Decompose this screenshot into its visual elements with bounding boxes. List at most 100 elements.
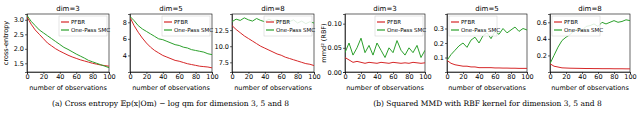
series-line bbox=[550, 64, 630, 69]
subplot: 0204060801000.20.40.6dim=8number of obse… bbox=[537, 5, 637, 92]
tick-mark bbox=[548, 22, 550, 23]
tick-mark bbox=[445, 58, 447, 59]
tick-label: 20 bbox=[459, 73, 467, 81]
legend-box bbox=[264, 16, 312, 36]
tick-label: 80 bbox=[507, 73, 515, 81]
tick: 100 bbox=[624, 72, 636, 81]
tick-label: 0.6 bbox=[537, 19, 547, 27]
series-line bbox=[27, 15, 109, 67]
chart-title: dim=3 bbox=[373, 5, 397, 13]
tick: 0 bbox=[230, 72, 234, 81]
tick-mark bbox=[343, 48, 345, 49]
legend-swatch bbox=[377, 29, 385, 30]
tick: 80 bbox=[405, 72, 413, 81]
y-axis-title: cross-entropy bbox=[2, 21, 10, 65]
tick: 40 bbox=[159, 72, 167, 81]
subplot: 0204060801007.510.012.5dim=8number of ob… bbox=[215, 5, 321, 92]
tick-label: 0.2 bbox=[537, 52, 547, 60]
tick-label: 0.05 bbox=[328, 44, 342, 52]
tick: 0.2 bbox=[434, 40, 447, 48]
x-axis: 020406080100 bbox=[25, 72, 115, 81]
tick-label: 0.2 bbox=[434, 40, 444, 48]
tick: 60 bbox=[594, 72, 602, 81]
tick-label: 0 bbox=[445, 73, 449, 81]
tick-label: 20 bbox=[357, 73, 365, 81]
x-axis: 020406080100 bbox=[128, 72, 218, 81]
tick: 20 bbox=[357, 72, 365, 81]
chart-title: dim=5 bbox=[159, 5, 183, 13]
tick-label: 80 bbox=[89, 73, 97, 81]
tick: 40 bbox=[56, 72, 64, 81]
tick-label: 100 bbox=[206, 73, 218, 81]
legend-label: PFBR bbox=[276, 19, 290, 25]
tick-label: 100 bbox=[308, 73, 320, 81]
y-axis: 1.52.02.53.0 bbox=[14, 15, 28, 73]
tick: 20 bbox=[40, 72, 48, 81]
caption: (a) Cross entropy 𝔼p(x|Om) − log qm for … bbox=[52, 99, 289, 108]
tick-mark bbox=[128, 22, 130, 23]
tick: 12.5 bbox=[215, 27, 232, 35]
legend-swatch bbox=[451, 21, 459, 22]
tick-label: 60 bbox=[491, 73, 499, 81]
tick-label: 60 bbox=[73, 73, 81, 81]
tick-label: 6 bbox=[123, 35, 127, 43]
legend-label: One-Pass SMC bbox=[71, 27, 110, 33]
tick-label: 80 bbox=[294, 73, 302, 81]
tick-label: 12.5 bbox=[215, 27, 229, 35]
legend: PFBR One-Pass SMC bbox=[449, 16, 500, 36]
tick-label: 3.0 bbox=[14, 16, 24, 24]
y-axis: 0.20.40.6 bbox=[537, 15, 551, 73]
legend-swatch bbox=[554, 29, 562, 30]
legend-swatch bbox=[266, 29, 274, 30]
tick-label: 80 bbox=[405, 73, 413, 81]
tick-label: 20 bbox=[562, 73, 570, 81]
x-axis: 020406080100 bbox=[445, 72, 533, 81]
legend-label: PFBR bbox=[174, 19, 188, 25]
plot-frame bbox=[130, 14, 212, 72]
legend-label: PFBR bbox=[387, 19, 401, 25]
tick: 0 bbox=[128, 72, 132, 81]
tick-label: 80 bbox=[610, 73, 618, 81]
tick: 80 bbox=[507, 72, 515, 81]
tick-mark bbox=[230, 30, 232, 31]
tick-label: 20 bbox=[245, 73, 253, 81]
tick-label: 20 bbox=[40, 73, 48, 81]
series-line bbox=[130, 16, 212, 54]
tick: 0 bbox=[25, 72, 29, 81]
legend-label: PFBR bbox=[461, 19, 475, 25]
tick: 100 bbox=[308, 72, 320, 81]
tick: 60 bbox=[491, 72, 499, 81]
legend-box bbox=[375, 16, 423, 36]
legend-box bbox=[162, 16, 210, 36]
tick-label: 8 bbox=[123, 19, 127, 27]
axis-line bbox=[230, 15, 233, 73]
legend-label: PFBR bbox=[564, 19, 578, 25]
legend-label: One-Pass SMC bbox=[461, 27, 500, 33]
tick: 80 bbox=[89, 72, 97, 81]
tick: 20 bbox=[562, 72, 570, 81]
tick: 40 bbox=[578, 72, 586, 81]
tick-label: 1.5 bbox=[14, 60, 24, 68]
legend-label: One-Pass SMC bbox=[276, 27, 315, 33]
tick-label: 80 bbox=[192, 73, 200, 81]
tick: 60 bbox=[278, 72, 286, 81]
tick: 0.10 bbox=[328, 20, 345, 28]
tick-mark bbox=[343, 72, 345, 73]
tick: 80 bbox=[610, 72, 618, 81]
legend-label: PFBR bbox=[71, 19, 85, 25]
lines bbox=[27, 15, 109, 67]
legend-swatch bbox=[554, 21, 562, 22]
x-axis-title: number of observations bbox=[448, 84, 526, 92]
tick-label: 40 bbox=[56, 73, 64, 81]
tick-mark bbox=[230, 46, 232, 47]
tick: 0.05 bbox=[328, 44, 345, 52]
tick: 0.00 bbox=[328, 69, 345, 77]
plot-frame bbox=[27, 14, 109, 72]
tick-label: 40 bbox=[261, 73, 269, 81]
tick: 60 bbox=[389, 72, 397, 81]
y-axis: 7.510.012.5 bbox=[215, 15, 233, 73]
tick-mark bbox=[25, 63, 27, 64]
tick: 0 bbox=[445, 72, 449, 81]
legend: PFBROne-Pass SMC bbox=[162, 16, 213, 36]
tick-label: 4 bbox=[123, 52, 127, 60]
